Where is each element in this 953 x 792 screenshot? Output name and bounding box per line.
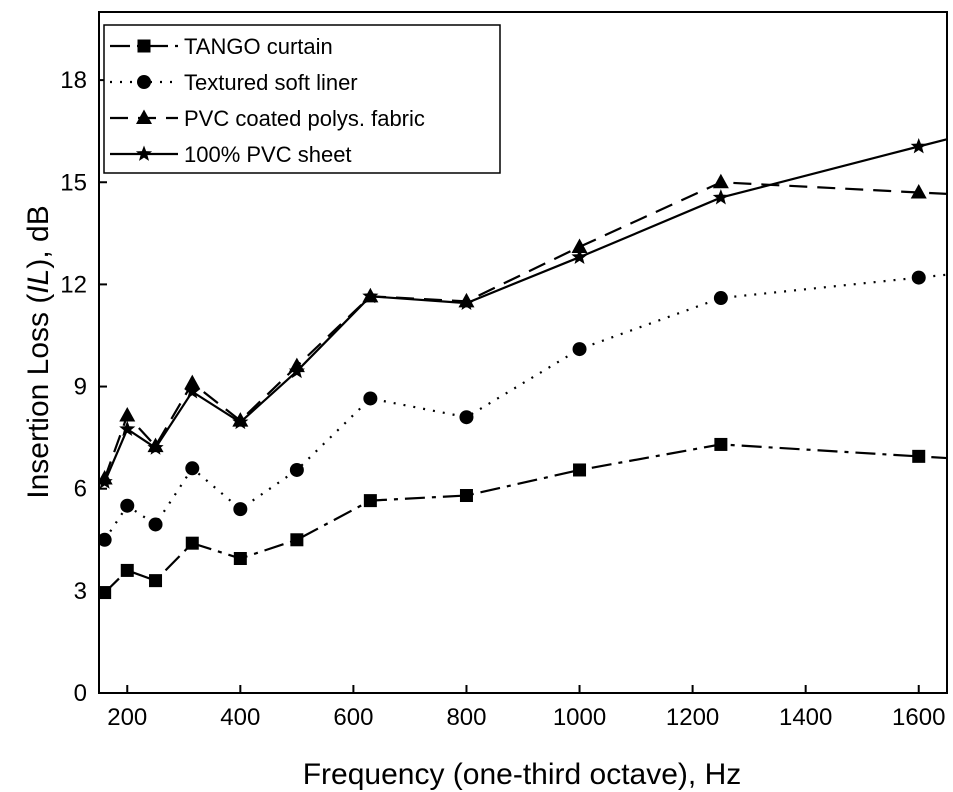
data-point [713, 291, 728, 306]
data-point [459, 410, 474, 425]
x-axis-title: Frequency (one-third octave), Hz [303, 758, 742, 791]
plot-frame [98, 11, 948, 694]
data-point [572, 342, 587, 357]
data-point [290, 533, 304, 547]
y-tick-label: 0 [74, 680, 87, 707]
legend-box [103, 24, 501, 174]
data-point [233, 552, 247, 566]
y-tick-label: 15 [60, 169, 87, 196]
data-point [459, 489, 473, 503]
data-point [912, 449, 926, 463]
legend-label: TANGO curtain [184, 34, 333, 59]
legend-label: 100% PVC sheet [184, 142, 352, 167]
data-point [712, 189, 729, 205]
legend-label: Textured soft liner [184, 70, 358, 95]
y-tick-label: 12 [60, 271, 87, 298]
data-point [184, 374, 201, 390]
y-tick-label: 3 [74, 578, 87, 605]
data-point [289, 462, 304, 477]
y-axis-title-part-1: Insertion Loss ( [22, 294, 55, 499]
legend-marker [137, 75, 151, 89]
legend-item: 100% PVC sheet [110, 142, 352, 167]
legend-item: PVC coated polys. fabric [110, 106, 425, 131]
data-point [362, 287, 379, 304]
series-line [103, 138, 947, 483]
data-point [910, 138, 927, 154]
data-point [185, 536, 199, 550]
data-point [911, 270, 926, 285]
x-tick-label: 400 [220, 704, 260, 731]
data-point [120, 563, 134, 577]
data-point [119, 406, 136, 422]
data-point [185, 461, 200, 476]
data-point [184, 383, 201, 399]
legend-item: Textured soft liner [110, 70, 358, 95]
data-point [149, 574, 163, 588]
data-point [288, 362, 305, 379]
legend-marker [135, 145, 153, 161]
y-axis-title-part-3: ), dB [22, 205, 55, 268]
series-4 [99, 138, 947, 489]
legend-marker [137, 39, 151, 53]
x-tick-label: 1600 [892, 704, 945, 731]
x-tick-label: 800 [446, 704, 486, 731]
data-point [712, 173, 729, 189]
data-point [233, 502, 248, 517]
legend-label: PVC coated polys. fabric [184, 106, 425, 131]
y-tick-label: 9 [74, 374, 87, 401]
series-2 [99, 270, 947, 547]
data-point [714, 437, 728, 451]
series-1 [99, 437, 947, 600]
data-point [573, 463, 587, 477]
x-tick-label: 1200 [666, 704, 719, 731]
x-tick-label: 200 [107, 704, 147, 731]
data-point [363, 391, 378, 406]
x-tick-label: 1000 [553, 704, 606, 731]
series-line [103, 181, 947, 479]
data-point [571, 238, 588, 253]
data-point [120, 498, 135, 513]
legend-marker [136, 109, 152, 124]
data-point [458, 294, 475, 310]
legend-item: TANGO curtain [110, 34, 333, 59]
x-tick-label: 600 [333, 704, 373, 731]
data-point [232, 413, 249, 430]
data-point [99, 473, 113, 489]
data-point [119, 420, 136, 436]
data-point [910, 183, 927, 199]
data-point [99, 532, 112, 547]
data-point [99, 586, 112, 600]
legend: TANGO curtain Textured soft liner PVC coat… [103, 24, 501, 174]
data-point [147, 439, 164, 455]
data-point [363, 494, 377, 508]
y-tick-label: 6 [74, 476, 87, 503]
y-tick-label: 18 [60, 67, 87, 94]
x-tick-label: 1400 [779, 704, 832, 731]
data-point [148, 517, 163, 532]
y-axis-title: Insertion Loss (IL), dB [22, 205, 55, 498]
data-point [571, 248, 588, 265]
y-axis-title-part-2: IL [22, 269, 55, 294]
